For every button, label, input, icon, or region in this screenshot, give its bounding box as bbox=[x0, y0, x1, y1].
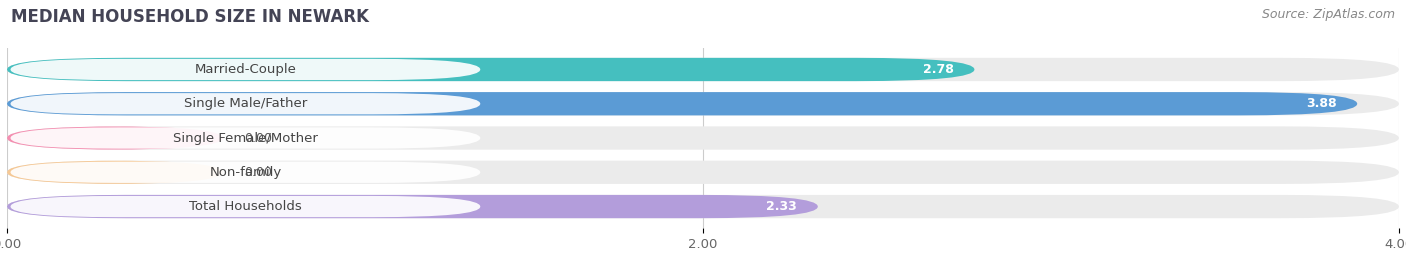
Text: Non-family: Non-family bbox=[209, 166, 281, 179]
Text: Source: ZipAtlas.com: Source: ZipAtlas.com bbox=[1261, 8, 1395, 21]
Text: 2.33: 2.33 bbox=[766, 200, 797, 213]
FancyBboxPatch shape bbox=[7, 161, 1399, 184]
FancyBboxPatch shape bbox=[7, 195, 1399, 218]
Text: Single Male/Father: Single Male/Father bbox=[184, 97, 307, 110]
FancyBboxPatch shape bbox=[7, 195, 818, 218]
FancyBboxPatch shape bbox=[10, 162, 481, 183]
FancyBboxPatch shape bbox=[10, 59, 481, 80]
FancyBboxPatch shape bbox=[7, 58, 974, 81]
Text: 3.88: 3.88 bbox=[1306, 97, 1336, 110]
Text: Total Households: Total Households bbox=[188, 200, 302, 213]
FancyBboxPatch shape bbox=[7, 92, 1399, 116]
FancyBboxPatch shape bbox=[7, 126, 1399, 150]
FancyBboxPatch shape bbox=[7, 126, 222, 150]
Text: Married-Couple: Married-Couple bbox=[194, 63, 297, 76]
FancyBboxPatch shape bbox=[7, 58, 1399, 81]
Text: 0.00: 0.00 bbox=[243, 132, 271, 144]
FancyBboxPatch shape bbox=[7, 161, 222, 184]
FancyBboxPatch shape bbox=[10, 196, 481, 217]
Text: 0.00: 0.00 bbox=[243, 166, 271, 179]
FancyBboxPatch shape bbox=[10, 93, 481, 114]
Text: 2.78: 2.78 bbox=[922, 63, 953, 76]
FancyBboxPatch shape bbox=[7, 92, 1357, 116]
Text: MEDIAN HOUSEHOLD SIZE IN NEWARK: MEDIAN HOUSEHOLD SIZE IN NEWARK bbox=[11, 8, 370, 26]
FancyBboxPatch shape bbox=[10, 127, 481, 149]
Text: Single Female/Mother: Single Female/Mother bbox=[173, 132, 318, 144]
